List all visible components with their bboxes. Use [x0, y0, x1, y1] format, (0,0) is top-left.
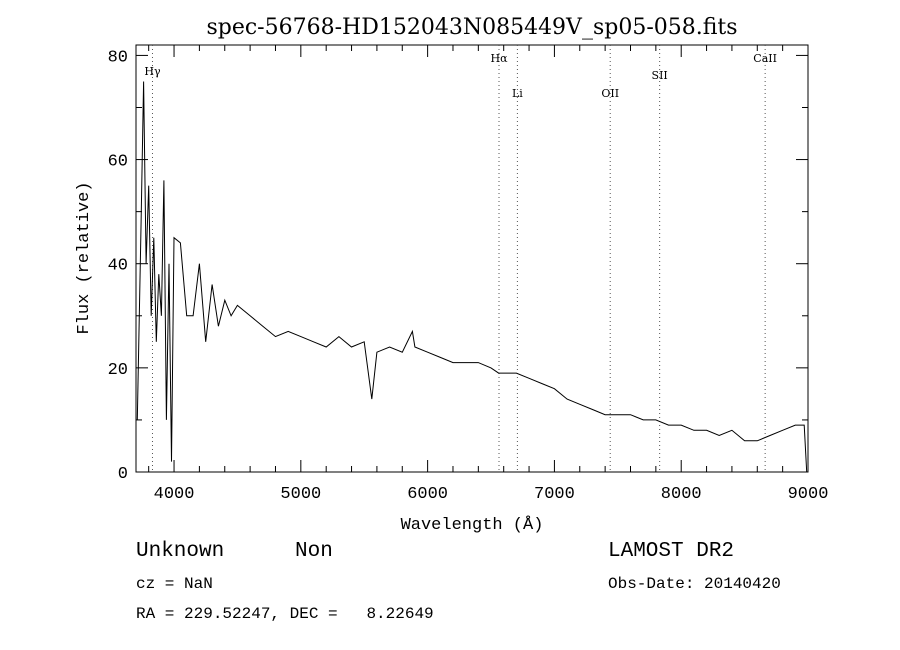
- y-axis-label: Flux (relative): [75, 181, 94, 334]
- spectral-line-label: Hγ: [144, 65, 161, 78]
- survey-label: LAMOST DR2: [608, 540, 735, 563]
- x-tick-label: 9000: [788, 485, 829, 504]
- x-tick-label: 5000: [280, 485, 321, 504]
- observation-date: Obs-Date: 20140420: [608, 575, 781, 593]
- y-tick-label: 0: [118, 465, 128, 484]
- spectral-line-label: Li: [512, 87, 523, 100]
- spectral-line-label: SII: [652, 69, 668, 82]
- spectral-line-label: CaII: [753, 52, 777, 65]
- spectral-line-label: OII: [601, 87, 619, 100]
- axis-ticks: [136, 45, 809, 473]
- spectral-class: Unknown: [136, 540, 225, 563]
- x-tick-label: 4000: [154, 485, 195, 504]
- y-tick-label: 80: [108, 48, 128, 67]
- y-tick-label: 60: [108, 153, 128, 172]
- flux-line: [136, 81, 808, 473]
- x-tick-label: 7000: [534, 485, 575, 504]
- chart-title: spec-56768-HD152043N085449V_sp05-058.fit…: [206, 15, 737, 40]
- spectral-line-markers: Hγ Hα Li OII SII CaII: [144, 45, 777, 472]
- x-tick-label: 8000: [661, 485, 702, 504]
- y-tick-label: 40: [108, 257, 128, 276]
- spectral-subclass: Non: [295, 540, 333, 563]
- redshift-value: cz = NaN: [136, 575, 213, 593]
- plot-axes: [135, 44, 809, 473]
- plot-frame: [135, 44, 809, 473]
- x-axis-label: Wavelength (Å): [401, 516, 544, 535]
- axis-tick-labels: 4000 5000 6000 7000 8000 9000 0 20 40 60 80: [108, 48, 829, 504]
- flux-series: [136, 81, 808, 473]
- x-tick-label: 6000: [407, 485, 448, 504]
- y-tick-label: 20: [108, 361, 128, 380]
- coordinates: RA = 229.52247, DEC = 8.22649: [136, 605, 434, 623]
- spectral-line-label: Hα: [490, 52, 508, 65]
